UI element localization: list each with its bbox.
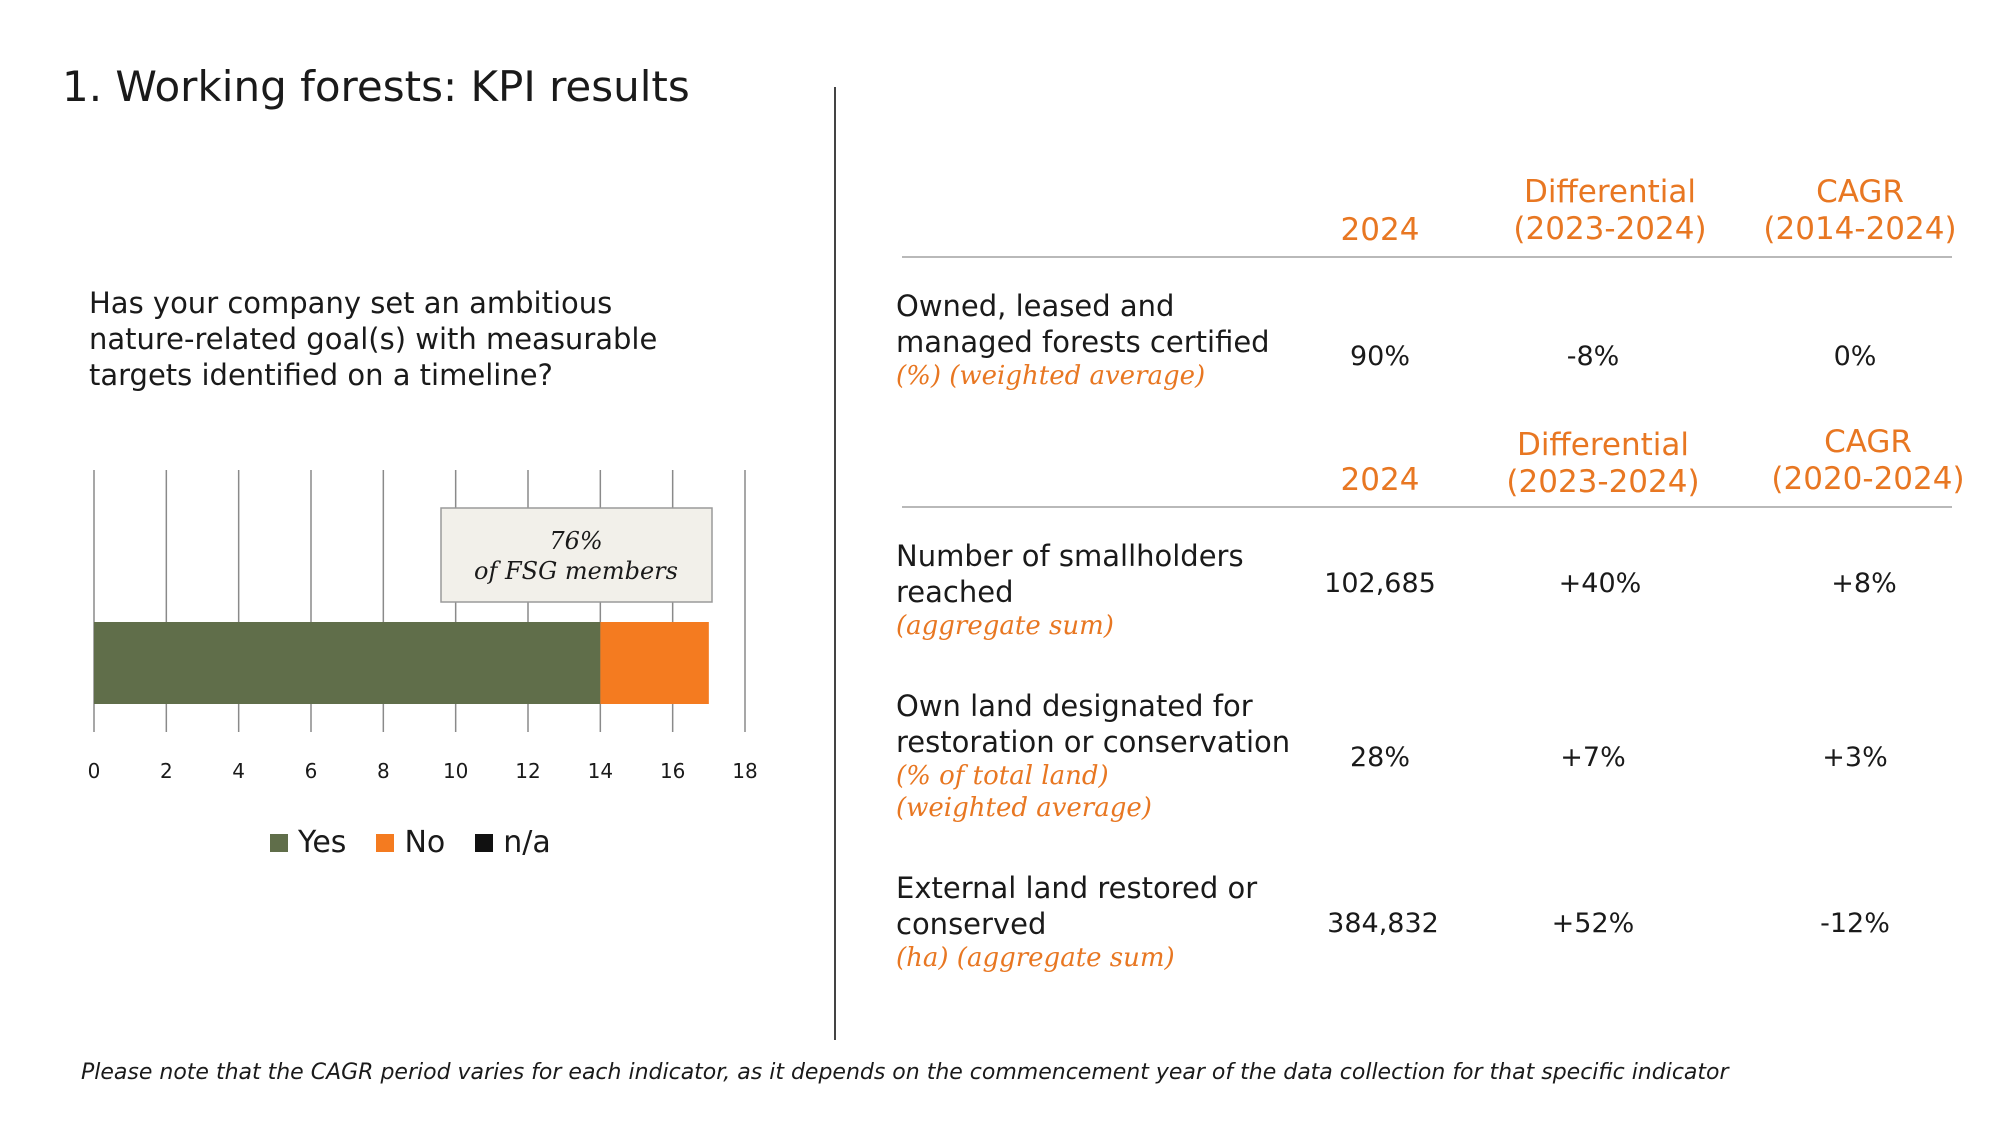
- t2-header-differential-label: Differential: [1516, 427, 1690, 463]
- t2-r3-cell-cagr: -12%: [1820, 908, 1890, 939]
- x-tick-label: 4: [232, 759, 245, 783]
- t2-r3-cell-diff: +52%: [1551, 908, 1635, 939]
- stacked-bar-chart: 76% of FSG members 0 2 4 6 8 10 12 14 16 18: [88, 470, 758, 783]
- t2-r1-cell-2024: 102,685: [1324, 568, 1436, 599]
- x-tick-label: 16: [660, 759, 685, 783]
- t2-header-2024: 2024: [1340, 462, 1420, 498]
- t2-header-cagr-period: (2020-2024): [1771, 461, 1965, 497]
- row-sublabel: (aggregate sum): [896, 611, 1114, 641]
- t1-header-differential: Differential (2023-2024): [1460, 174, 1760, 248]
- legend-swatch-yes: [270, 833, 288, 852]
- x-tick-label: 6: [305, 759, 318, 783]
- t1-cell-diff: -8%: [1566, 341, 1620, 372]
- t2-row-smallholders: Number of smallholders reached (aggregat…: [896, 538, 1296, 642]
- legend-item-na: n/a: [475, 825, 551, 860]
- row-sublabel: (ha) (aggregate sum): [896, 943, 1175, 973]
- bars: [94, 622, 709, 704]
- x-tick-label: 18: [732, 759, 757, 783]
- t2-header-cagr: CAGR (2020-2024): [1718, 424, 2000, 498]
- t2-r2-cell-diff: +7%: [1560, 742, 1626, 773]
- t1-row-certified: Owned, leased and managed forests certif…: [896, 288, 1296, 392]
- section-divider: [834, 87, 836, 1040]
- t1-header-cagr-period: (2014-2024): [1763, 211, 1957, 247]
- callout-percent: 76%: [549, 527, 602, 555]
- t1-header-differential-period: (2023-2024): [1513, 211, 1707, 247]
- x-tick-label: 0: [88, 759, 101, 783]
- row-label: Number of smallholders reached: [896, 539, 1244, 609]
- bar-segment-yes: [94, 622, 601, 704]
- t1-header-2024: 2024: [1340, 212, 1420, 248]
- t2-header-differential-period: (2023-2024): [1506, 464, 1700, 500]
- t2-r2-cell-cagr: +3%: [1822, 742, 1888, 773]
- row-label: External land restored or conserved: [896, 871, 1258, 941]
- t1-header-differential-label: Differential: [1523, 174, 1697, 210]
- x-tick-label: 12: [515, 759, 540, 783]
- footnote: Please note that the CAGR period varies …: [81, 1060, 1729, 1085]
- t1-header-cagr: CAGR (2014-2024): [1710, 174, 2000, 248]
- row-label: Own land designated for restoration or c…: [896, 689, 1291, 759]
- x-tick-label: 8: [377, 759, 390, 783]
- x-tick-labels: 0 2 4 6 8 10 12 14 16 18: [88, 759, 758, 783]
- row-sublabel: (%) (weighted average): [896, 361, 1206, 391]
- chart-legend: Yes No n/a: [270, 825, 581, 860]
- t2-r1-cell-cagr: +8%: [1831, 568, 1897, 599]
- t2-row-own-land: Own land designated for restoration or c…: [896, 688, 1326, 824]
- legend-label-na: n/a: [503, 825, 551, 860]
- legend-swatch-na: [475, 833, 494, 852]
- legend-label-no: No: [404, 825, 446, 860]
- legend-item-yes: Yes: [270, 825, 346, 860]
- row-sublabel-2: (weighted average): [896, 793, 1152, 823]
- t2-header-rule: [902, 506, 1952, 508]
- x-tick-label: 14: [588, 759, 613, 783]
- callout-members: of FSG members: [474, 557, 678, 585]
- page-title: 1. Working forests: KPI results: [62, 62, 690, 111]
- x-tick-label: 2: [160, 759, 173, 783]
- callout-rect: [440, 507, 713, 603]
- legend-swatch-no: [376, 833, 395, 852]
- callout-box: 76% of FSG members: [440, 507, 713, 603]
- t2-r3-cell-2024: 384,832: [1327, 908, 1439, 939]
- bar-segment-no: [600, 622, 709, 704]
- t1-cell-cagr: 0%: [1833, 341, 1877, 372]
- row-sublabel: (% of total land): [896, 761, 1109, 791]
- survey-question: Has your company set an ambitious nature…: [89, 286, 658, 392]
- t1-header-cagr-label: CAGR: [1816, 174, 1904, 210]
- t2-header-differential: Differential (2023-2024): [1453, 427, 1753, 501]
- t1-header-rule: [902, 256, 1952, 258]
- t2-header-cagr-label: CAGR: [1824, 424, 1912, 460]
- t1-cell-2024: 90%: [1349, 341, 1410, 372]
- t2-r1-cell-diff: +40%: [1558, 568, 1642, 599]
- x-tick-label: 10: [443, 759, 468, 783]
- t2-r2-cell-2024: 28%: [1349, 742, 1410, 773]
- t2-row-external-land: External land restored or conserved (ha)…: [896, 870, 1296, 974]
- legend-label-yes: Yes: [298, 825, 347, 860]
- legend-item-no: No: [376, 825, 445, 860]
- row-label: Owned, leased and managed forests certif…: [896, 289, 1270, 359]
